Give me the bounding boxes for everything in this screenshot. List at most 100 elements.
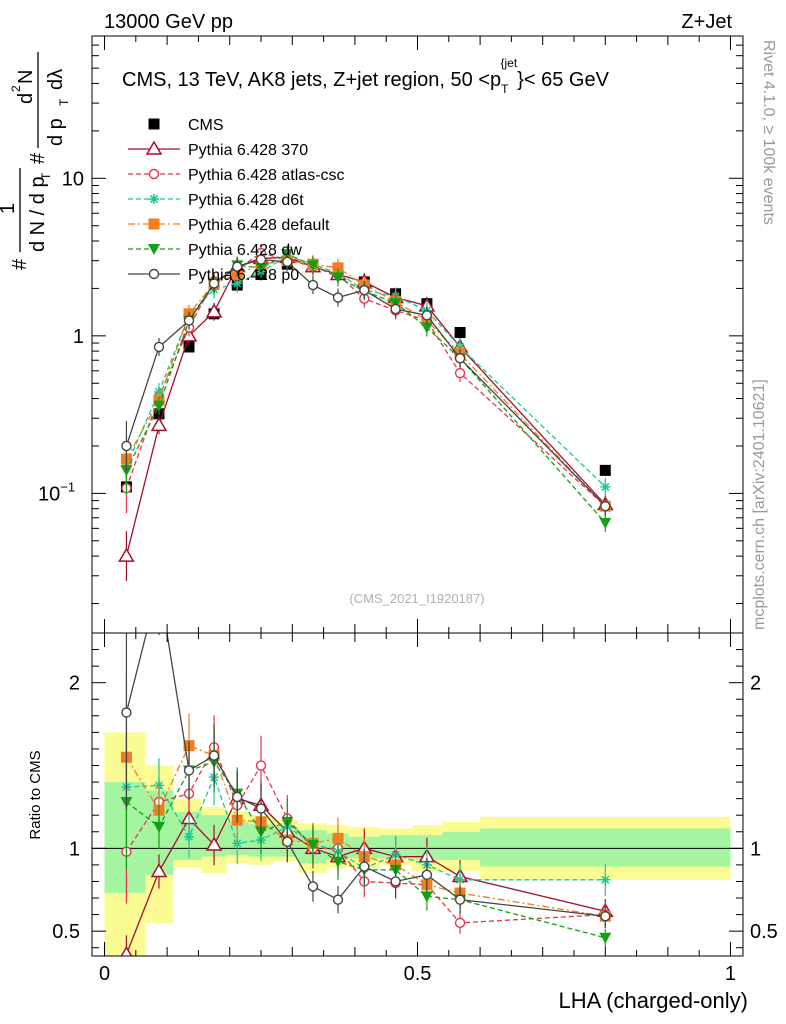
ratio-point-p370	[150, 863, 168, 878]
point-cms	[183, 341, 195, 353]
point-p0	[454, 353, 466, 364]
point-p370	[205, 303, 223, 318]
xtick-label: 1	[725, 963, 736, 985]
main-ytick-label: 1	[73, 326, 84, 348]
ratio-panel: 0.5 0.5 1 1 2 2 0 0.5 1 Ratio to CMS LHA (charge…	[27, 632, 778, 1013]
ratio-point-dw	[332, 856, 345, 868]
legend-label: Pythia 6.428 370	[188, 142, 308, 159]
ratio-series-p0	[121, 633, 611, 928]
ylabel-dpt: d p	[45, 118, 67, 146]
legend-marker	[148, 268, 160, 280]
ratio-point-p0	[421, 869, 433, 881]
point-p0	[421, 310, 433, 321]
point-dw	[599, 517, 612, 529]
band-inner	[480, 828, 731, 867]
legend-label: Pythia 6.428 dw	[188, 242, 302, 259]
legend-marker	[149, 194, 159, 204]
point-p0	[183, 315, 195, 326]
point-p0	[232, 261, 243, 272]
legend-item-p0: Pythia 6.428 p0	[128, 267, 299, 284]
ylabel-dlambda: dλ	[45, 69, 67, 90]
ratio-ytick-label-right: 2	[750, 673, 761, 695]
band-inner	[442, 831, 481, 860]
point-atlas	[454, 367, 466, 379]
xtick-label: 0.5	[404, 963, 432, 985]
point-dw	[332, 272, 345, 284]
legend-item-p370: Pythia 6.428 370	[128, 140, 308, 159]
ratio-point-dw	[306, 840, 319, 852]
point-p0	[332, 292, 344, 303]
ratio-point-p0	[307, 881, 319, 892]
point-p370	[150, 416, 168, 432]
header-energy: 13000 GeV pp	[104, 11, 233, 33]
ratio-axes: 0.5 0.5 1 1 2 2 0 0.5 1	[52, 633, 778, 985]
ratio-point-p0	[454, 894, 466, 905]
ratio-point-p0	[600, 911, 611, 922]
ratio-point-p0	[332, 894, 344, 905]
ratio-ytick-label: 1	[69, 838, 80, 860]
point-dw	[152, 400, 165, 412]
title-sub: T	[501, 82, 509, 96]
ratio-point-dw	[152, 821, 165, 833]
legend-item-dw: Pythia 6.428 dw	[128, 242, 302, 259]
x-axis-label: LHA (charged-only)	[558, 988, 748, 1013]
legend-label: Pythia 6.428 p0	[188, 267, 299, 284]
legend-item-cms: CMS	[148, 117, 224, 134]
main-ytick-label: 10	[62, 168, 84, 190]
ratio-ytick-label: 0.5	[52, 921, 80, 943]
ratio-point-p370	[205, 836, 223, 851]
legend-item-atlas: Pythia 6.428 atlas-csc	[128, 167, 345, 184]
ratio-point-p0	[208, 750, 220, 761]
point-default	[332, 262, 344, 274]
ratio-point-p0	[255, 803, 267, 814]
ratio-point-p0	[183, 765, 195, 776]
main-panel: 10−1 1 10 CMS, 13 TeV, AK8 jets, Z+jet reg…	[0, 35, 744, 634]
ylabel-n: N	[15, 70, 37, 84]
ylabel-one: 1	[0, 203, 19, 214]
ylabel-hash-1: #	[9, 258, 31, 270]
ratio-point-dw	[599, 932, 612, 944]
legend-marker	[148, 168, 160, 180]
legend-item-default: Pythia 6.428 default	[128, 217, 330, 234]
ylabel-sub-t-2: T	[57, 98, 71, 106]
main-title: CMS, 13 TeV, AK8 jets, Z+jet region, 50 …	[122, 56, 610, 96]
ratio-point-dw	[420, 891, 433, 903]
legend-item-d6t: Pythia 6.428 d6t	[128, 192, 304, 209]
legend-marker	[145, 140, 163, 155]
ratio-point-atlas	[454, 917, 466, 929]
ratio-point-p370	[120, 945, 133, 956]
ylabel-sup-2: 2	[9, 85, 23, 92]
main-data-marks	[118, 244, 614, 582]
point-p0	[208, 278, 220, 289]
ratio-point-p0	[390, 876, 401, 887]
main-ytick-label: 10−1	[38, 479, 75, 505]
legend-label: Pythia 6.428 atlas-csc	[188, 167, 345, 184]
point-p0	[600, 500, 611, 512]
legend-label: Pythia 6.428 default	[188, 217, 330, 234]
legend: CMS Pythia 6.428 370 Pythia 6.428 atlas-cs…	[128, 117, 345, 284]
legend-label: Pythia 6.428 d6t	[188, 192, 304, 209]
main-ylabel: # 1 d N / d p T # d 2 N d p T dλ	[0, 52, 71, 270]
ylabel-d: d	[15, 93, 37, 104]
point-dw	[420, 322, 433, 334]
ratio-point-d6t	[153, 780, 164, 791]
point-d6t	[600, 481, 611, 492]
point-p0	[255, 254, 267, 265]
main-axes: 10−1 1 10	[38, 35, 743, 633]
point-p370	[118, 547, 135, 562]
title-tail: < 65 GeV	[524, 69, 610, 91]
ylabel-hash-2: #	[27, 152, 49, 164]
point-dw	[306, 260, 319, 272]
point-cms	[599, 464, 611, 476]
point-p0	[121, 440, 132, 452]
point-p0	[153, 341, 165, 353]
series-line-p0	[125, 258, 606, 507]
point-p0	[390, 303, 401, 315]
ratio-ytick-label-right: 1	[750, 838, 761, 860]
point-p0	[282, 256, 293, 268]
title-sup-end: }	[517, 69, 524, 91]
legend-marker	[148, 118, 160, 130]
point-cms	[454, 327, 466, 339]
ratio-ytick-label-right: 0.5	[750, 921, 778, 943]
